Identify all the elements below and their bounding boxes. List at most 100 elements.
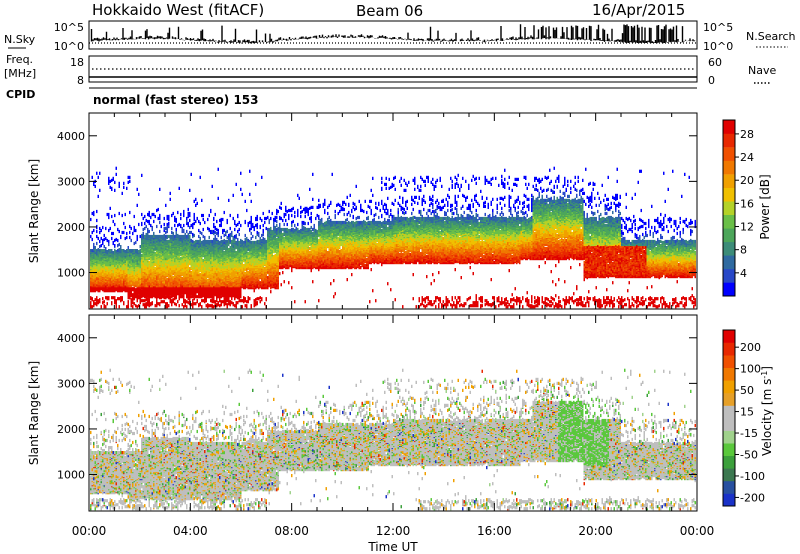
range-gate-cell <box>188 215 190 218</box>
range-gate-cell <box>132 249 134 252</box>
range-gate-cell <box>173 212 175 215</box>
range-gate-cell <box>125 237 127 240</box>
range-gate-cell <box>225 240 227 243</box>
range-gate-cell <box>168 270 170 273</box>
range-gate-cell <box>144 222 146 225</box>
range-gate-cell <box>195 271 197 274</box>
range-gate-cell <box>143 299 145 302</box>
range-gate-cell <box>240 286 242 289</box>
range-gate-cell <box>105 237 107 240</box>
range-gate-cell <box>120 299 122 302</box>
range-gate-cell <box>131 298 133 301</box>
range-gate-cell <box>96 235 98 238</box>
range-gate-cell <box>185 304 187 307</box>
range-gate-cell <box>144 279 146 282</box>
range-gate-cell <box>213 217 215 220</box>
range-gate-cell <box>182 260 184 263</box>
range-gate-cell <box>200 302 202 305</box>
range-gate-cell <box>135 276 137 279</box>
range-gate-cell <box>207 272 209 275</box>
range-gate-cell <box>96 219 98 222</box>
range-gate-cell <box>225 231 227 234</box>
range-gate-cell <box>135 229 137 232</box>
range-gate-cell <box>170 235 172 238</box>
range-gate-cell <box>104 234 106 237</box>
range-gate-cell <box>216 238 218 241</box>
range-gate-cell <box>191 239 193 242</box>
range-gate-cell <box>218 301 220 304</box>
range-gate-cell <box>107 288 109 291</box>
range-gate-cell <box>108 213 110 216</box>
range-gate-cell <box>210 230 212 233</box>
range-gate-cell <box>198 248 200 251</box>
range-gate-cell <box>107 296 109 299</box>
range-gate-cell <box>129 176 131 179</box>
range-gate-cell <box>108 177 110 180</box>
range-gate-cell <box>210 299 212 302</box>
nave-label: Nave <box>748 64 776 77</box>
range-gate-cell <box>192 223 194 226</box>
count-spikes <box>90 24 695 43</box>
range-gate-cell <box>213 298 215 301</box>
range-gate-cell <box>111 232 113 235</box>
range-gate-cell <box>138 223 140 226</box>
range-gate-cell <box>165 231 167 234</box>
range-gate-cell <box>213 223 215 226</box>
range-gate-cell <box>102 226 104 229</box>
range-gate-cell <box>227 219 229 222</box>
range-gate-cell <box>224 229 226 232</box>
range-gate-cell <box>138 278 140 281</box>
range-gate-cell <box>90 235 92 238</box>
range-gate-cell <box>144 299 146 302</box>
range-gate-cell <box>123 301 125 304</box>
range-gate-cell <box>113 285 115 288</box>
range-gate-cell <box>96 210 98 213</box>
range-gate-cell <box>108 296 110 299</box>
range-gate-cell <box>209 274 211 277</box>
range-gate-cell <box>173 276 175 279</box>
range-gate-cell <box>173 236 175 239</box>
range-gate-cell <box>177 240 179 243</box>
range-gate-cell <box>174 259 176 262</box>
range-gate-cell <box>144 215 146 218</box>
range-gate-cell <box>210 209 212 212</box>
range-gate-cell <box>216 273 218 276</box>
range-gate-cell <box>191 295 193 298</box>
range-gate-cell <box>234 304 236 307</box>
range-gate-cell <box>200 285 202 288</box>
range-gate-cell <box>99 172 101 175</box>
range-gate-cell <box>107 250 109 253</box>
range-gate-cell <box>237 230 239 233</box>
range-gate-cell <box>177 252 179 255</box>
range-gate-cell <box>234 240 236 243</box>
range-gate-cell <box>156 299 158 302</box>
range-gate-cell <box>129 249 131 252</box>
range-gate-cell <box>117 249 119 252</box>
range-gate-cell <box>186 217 188 220</box>
range-gate-cell <box>150 216 152 219</box>
range-gate-cell <box>128 246 130 249</box>
count-tick-right-bottom: 10^0 <box>703 40 733 53</box>
range-gate-cell <box>210 249 212 252</box>
range-gate-cell <box>93 276 95 279</box>
range-gate-cell <box>180 235 182 238</box>
range-gate-cell <box>162 256 164 259</box>
range-gate-cell <box>159 230 161 233</box>
range-gate-cell <box>134 226 136 229</box>
range-gate-cell <box>93 243 95 246</box>
range-gate-cell <box>206 240 208 243</box>
range-gate-cell <box>198 240 200 243</box>
range-gate-cell <box>111 301 113 304</box>
range-gate-cell <box>147 297 149 300</box>
range-gate-cell <box>147 228 149 231</box>
range-gate-cell <box>186 300 188 303</box>
range-gate-cell <box>95 246 97 249</box>
range-gate-cell <box>234 274 236 277</box>
range-gate-cell <box>203 240 205 243</box>
range-gate-cell <box>141 269 143 272</box>
range-gate-cell <box>107 302 109 305</box>
range-gate-cell <box>186 235 188 238</box>
range-gate-cell <box>189 212 191 215</box>
range-gate-cell <box>135 249 137 252</box>
range-gate-cell <box>153 220 155 223</box>
